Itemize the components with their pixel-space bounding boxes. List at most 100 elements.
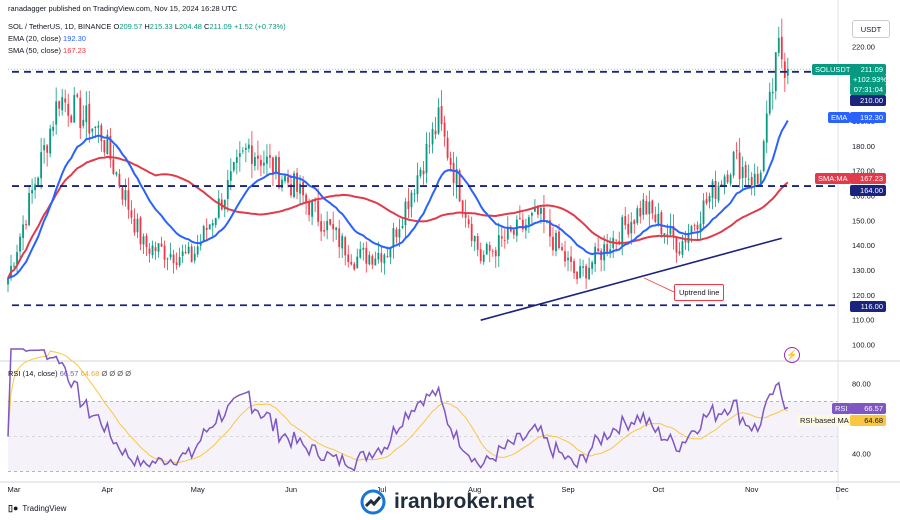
high-label: H <box>144 22 150 31</box>
support-low-tag: 116.00 <box>850 301 886 312</box>
candle-body <box>217 198 220 218</box>
month-tick-label: Sep <box>561 485 574 494</box>
candle-body <box>19 236 21 252</box>
rsi-line[interactable] <box>7 348 789 472</box>
candle-body <box>371 256 374 265</box>
candle-body <box>58 101 61 109</box>
uptrend-line[interactable] <box>480 237 783 321</box>
price-tick-label: 110.00 <box>852 316 874 325</box>
candle-body <box>247 144 250 149</box>
candle-body <box>25 224 27 226</box>
candle-body <box>193 253 196 261</box>
chart-trend-icon <box>360 489 386 515</box>
candle-body <box>61 97 64 111</box>
rsi-tick-label: 80.00 <box>852 380 871 389</box>
uptrend-line-annotation[interactable]: Uptrend line <box>674 284 725 301</box>
ema20-line[interactable] <box>7 120 789 280</box>
month-tick-label: Apr <box>102 485 114 494</box>
candle-body <box>145 235 148 248</box>
candle-body <box>576 271 578 280</box>
candle-body <box>437 107 440 134</box>
resistance-tag: 210.00 <box>850 95 886 106</box>
candle-body <box>40 152 43 179</box>
candle-body <box>488 244 491 251</box>
candle-body <box>115 172 118 175</box>
currency-selector[interactable]: USDT <box>852 20 890 38</box>
candle-body <box>443 122 446 137</box>
candle-body <box>473 236 476 242</box>
candle-body <box>482 254 485 262</box>
candle-body <box>130 210 133 218</box>
sma50-line[interactable] <box>7 155 789 279</box>
month-tick-label: Jul <box>377 485 387 494</box>
candle-body <box>329 219 332 225</box>
candle-body <box>296 172 298 192</box>
candle-body <box>13 265 15 267</box>
candle-body <box>786 69 789 76</box>
candle-body <box>82 119 85 126</box>
candle-body <box>52 126 55 131</box>
candle-body <box>645 201 648 215</box>
close-label: C <box>204 22 210 31</box>
candle-body <box>440 105 443 125</box>
candle-body <box>37 177 40 186</box>
candle-body <box>377 252 380 260</box>
candle-body <box>780 36 783 60</box>
candle-body <box>202 226 205 241</box>
candle-body <box>178 257 181 266</box>
candle-body <box>103 140 106 153</box>
candle-body <box>636 208 639 224</box>
lightning-icon[interactable]: ⚡ <box>784 347 800 363</box>
rsi-ma-line[interactable] <box>7 350 788 463</box>
candle-body <box>100 125 103 141</box>
candle-body <box>708 195 711 202</box>
candle-body <box>455 169 458 185</box>
candle-body <box>272 157 274 175</box>
change-value: +1.52 (+0.73%) <box>233 22 286 31</box>
candle-body <box>302 181 304 196</box>
candle-body <box>49 128 52 154</box>
month-tick-label: Dec <box>835 485 849 494</box>
candle-body <box>567 257 569 261</box>
candle-body <box>774 52 777 92</box>
candle-body <box>187 246 190 254</box>
iranbroker-watermark: iranbroker.net <box>360 489 534 515</box>
candle-body <box>428 145 431 147</box>
candle-body <box>467 219 470 225</box>
sma-legend-label: SMA (50, close) <box>8 46 61 55</box>
candle-body <box>281 179 283 189</box>
ema-legend[interactable]: EMA (20, close) 192.30 <box>8 34 86 43</box>
candle-body <box>470 223 473 241</box>
price-tick-label: 180.00 <box>852 142 875 151</box>
rsi-legend[interactable]: RSI (14, close) 66.57 64.68 Ø Ø Ø Ø <box>8 369 131 378</box>
sma-legend[interactable]: SMA (50, close) 167.23 <box>8 46 86 55</box>
candle-body <box>500 236 503 239</box>
candle-body <box>419 169 422 177</box>
candle-body <box>263 162 265 166</box>
candle-body <box>241 150 244 152</box>
candle-body <box>648 201 651 215</box>
candle-body <box>211 223 214 226</box>
tradingview-footer[interactable]: ▯● TradingView <box>8 503 66 514</box>
candle-body <box>765 113 768 143</box>
symbol-title[interactable]: SOL / TetherUS, 1D, BINANCE <box>8 22 112 31</box>
candle-body <box>672 225 675 238</box>
candle-body <box>28 192 30 225</box>
candle-body <box>711 181 714 198</box>
candle-body <box>70 115 73 123</box>
rsi-tag-label: RSI <box>832 403 851 414</box>
candle-body <box>257 155 259 159</box>
candle-body <box>660 212 663 235</box>
candle-body <box>452 162 455 183</box>
ema-legend-label: EMA (20, close) <box>8 34 61 43</box>
candle-body <box>434 130 437 135</box>
candle-body <box>479 249 482 261</box>
candle-body <box>208 224 211 230</box>
rsi-ma-legend-value: 64.68 <box>80 369 100 378</box>
candle-body <box>693 225 696 226</box>
candle-body <box>702 200 705 224</box>
candle-body <box>142 236 145 245</box>
candle-body <box>777 37 780 53</box>
candle-body <box>160 243 163 247</box>
